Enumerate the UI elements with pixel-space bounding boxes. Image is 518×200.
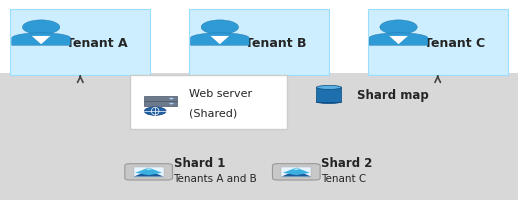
FancyBboxPatch shape [10, 10, 150, 76]
Polygon shape [369, 34, 428, 46]
Polygon shape [191, 34, 249, 46]
Text: Tenants A and B: Tenants A and B [174, 173, 257, 183]
Polygon shape [389, 37, 408, 45]
Bar [134, 167, 164, 177]
Circle shape [380, 21, 417, 35]
Ellipse shape [316, 86, 341, 90]
FancyBboxPatch shape [189, 10, 329, 76]
Bar [0, 0, 518, 74]
Text: Web server: Web server [189, 89, 252, 99]
Circle shape [22, 21, 60, 35]
Text: Tenant B: Tenant B [245, 37, 307, 49]
Circle shape [145, 107, 166, 116]
Ellipse shape [316, 100, 341, 104]
FancyBboxPatch shape [145, 102, 177, 107]
Text: Shard 2: Shard 2 [321, 157, 372, 169]
FancyBboxPatch shape [272, 164, 320, 180]
FancyBboxPatch shape [145, 97, 177, 102]
Polygon shape [146, 168, 152, 170]
Polygon shape [210, 37, 229, 45]
Polygon shape [281, 171, 311, 177]
Text: Shard 1: Shard 1 [174, 157, 225, 169]
Text: Shard map: Shard map [357, 89, 429, 101]
Polygon shape [12, 34, 70, 46]
Polygon shape [283, 168, 310, 175]
FancyBboxPatch shape [368, 10, 508, 76]
FancyBboxPatch shape [125, 164, 172, 180]
Bar [316, 88, 341, 102]
Bar [0, 74, 518, 200]
Polygon shape [32, 37, 50, 45]
Circle shape [169, 103, 174, 105]
Circle shape [169, 98, 174, 100]
Text: (Shared): (Shared) [189, 108, 237, 118]
Polygon shape [134, 171, 164, 177]
FancyBboxPatch shape [130, 76, 287, 129]
Text: Tenant C: Tenant C [424, 37, 485, 49]
Text: Tenant C: Tenant C [321, 173, 366, 183]
Polygon shape [293, 168, 299, 170]
Text: Tenant A: Tenant A [66, 37, 128, 49]
Circle shape [201, 21, 238, 35]
Polygon shape [135, 168, 162, 175]
Bar [281, 167, 311, 177]
